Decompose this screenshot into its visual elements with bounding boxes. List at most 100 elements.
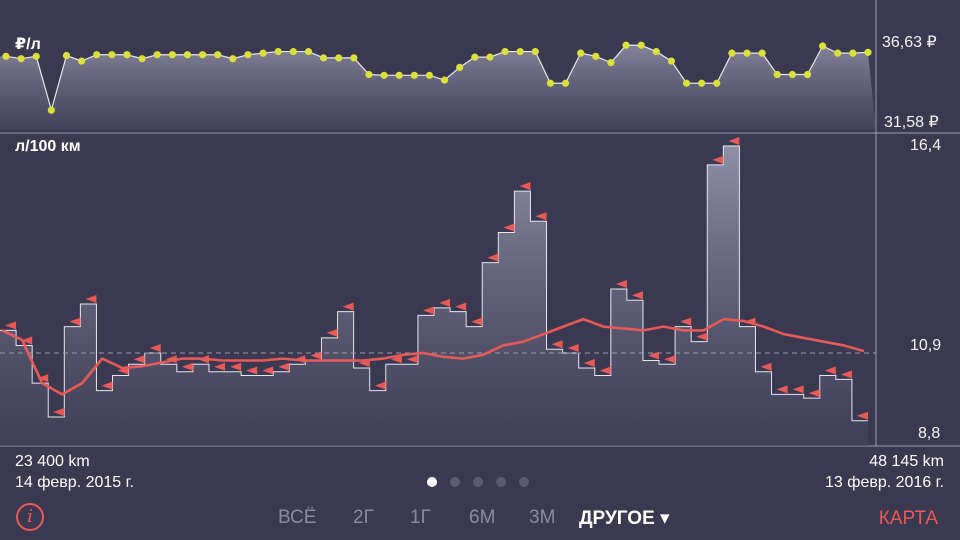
price-point — [108, 51, 116, 59]
price-point — [395, 71, 403, 79]
page-dot[interactable] — [473, 477, 483, 487]
start-odometer: 23 400 km — [15, 453, 90, 470]
price-area — [0, 45, 876, 130]
price-point — [471, 53, 479, 61]
refuel-flag — [471, 317, 483, 326]
start-date: 14 февр. 2015 г. — [15, 474, 134, 491]
price-max-label: 36,63 ₽ — [882, 34, 937, 51]
tab-all[interactable]: ВСЁ — [278, 507, 317, 528]
refuel-flag — [85, 295, 97, 304]
price-line — [5, 44, 869, 113]
page-dot[interactable] — [450, 477, 460, 487]
refuel-flag — [664, 355, 676, 364]
fuel-charts — [0, 0, 960, 447]
refuel-flag — [760, 362, 772, 371]
price-point — [652, 47, 660, 56]
price-min-label: 31,58 ₽ — [884, 114, 939, 131]
price-point — [834, 49, 842, 57]
price-point — [440, 76, 449, 84]
consumption-max-label: 16,4 — [910, 137, 942, 154]
price-point — [214, 51, 222, 59]
refuel-flag — [615, 280, 627, 288]
tab-3m[interactable]: 3М — [529, 507, 556, 528]
refuel-flag — [519, 182, 531, 191]
refuel-flag — [567, 343, 579, 352]
refuel-flag — [551, 340, 563, 349]
end-date: 13 февр. 2016 г. — [825, 474, 944, 491]
consumption-step-line — [0, 145, 868, 422]
price-point — [350, 54, 358, 62]
refuel-flag — [696, 332, 708, 341]
refuel-flag — [230, 362, 242, 371]
refuel-flag — [792, 385, 804, 394]
price-point — [577, 49, 585, 57]
map-button[interactable]: КАРТА — [878, 508, 938, 529]
price-point — [2, 52, 10, 60]
refuel-flag — [214, 362, 226, 371]
refuel-flag — [342, 302, 354, 311]
refuel-flag — [840, 370, 852, 379]
consumption-area — [0, 146, 868, 446]
price-point — [743, 49, 751, 57]
price-point — [592, 52, 600, 60]
range-tabs: ВСЁ 2Г 1Г 6М 3М ДРУГОЕ ▾ — [0, 507, 960, 533]
tab-other[interactable]: ДРУГОЕ ▾ — [579, 508, 670, 529]
refuel-flag — [181, 362, 193, 371]
refuel-flag — [133, 355, 145, 364]
refuel-flag — [21, 336, 33, 345]
price-point — [622, 41, 630, 49]
price-point — [803, 70, 812, 79]
price-point — [410, 71, 418, 79]
refuel-flag — [455, 302, 467, 311]
price-point — [198, 51, 207, 59]
price-point — [259, 49, 267, 57]
refuel-flag — [374, 381, 386, 390]
page-dot[interactable] — [519, 477, 529, 487]
price-point — [682, 79, 691, 87]
price-point — [229, 55, 237, 63]
refuel-flag — [390, 355, 402, 364]
price-point — [607, 59, 615, 67]
price-point — [486, 53, 494, 61]
consumption-panel-title: л/100 км — [15, 138, 81, 155]
end-odometer: 48 145 km — [869, 453, 944, 470]
price-point — [335, 54, 343, 62]
refuel-flag — [326, 328, 338, 337]
tab-2y[interactable]: 2Г — [353, 507, 374, 528]
price-point — [425, 71, 434, 79]
price-point — [546, 79, 555, 87]
info-button[interactable]: i — [16, 503, 44, 531]
price-point — [62, 51, 71, 60]
price-point — [501, 47, 509, 56]
consumption-chart — [0, 137, 876, 446]
price-point — [788, 70, 796, 79]
price-point — [304, 47, 313, 56]
price-point — [456, 63, 464, 72]
refuel-flag — [680, 317, 692, 326]
page-indicator[interactable] — [427, 477, 529, 487]
refuel-flag — [5, 321, 17, 330]
refuel-flag — [808, 389, 820, 398]
page-dot[interactable] — [427, 477, 437, 487]
price-point — [561, 79, 570, 87]
price-point — [516, 47, 524, 56]
price-point — [244, 51, 252, 59]
consumption-min-label: 8,8 — [918, 425, 941, 442]
refuel-flag — [712, 155, 724, 164]
page-dot[interactable] — [496, 477, 506, 487]
price-point — [47, 106, 55, 114]
refuel-flag — [246, 366, 258, 375]
tab-6m[interactable]: 6М — [469, 507, 496, 528]
tab-1y[interactable]: 1Г — [410, 507, 431, 528]
price-point — [365, 70, 373, 79]
price-point — [380, 71, 388, 79]
refuel-flag — [439, 298, 451, 307]
price-point — [78, 57, 86, 65]
price-point — [289, 47, 297, 56]
price-point — [819, 42, 827, 50]
consumption-mid-label: 10,9 — [910, 337, 942, 354]
price-point — [698, 79, 706, 87]
refuel-flag — [149, 343, 161, 352]
refuel-flag — [423, 306, 434, 315]
refuel-flag — [53, 407, 65, 416]
